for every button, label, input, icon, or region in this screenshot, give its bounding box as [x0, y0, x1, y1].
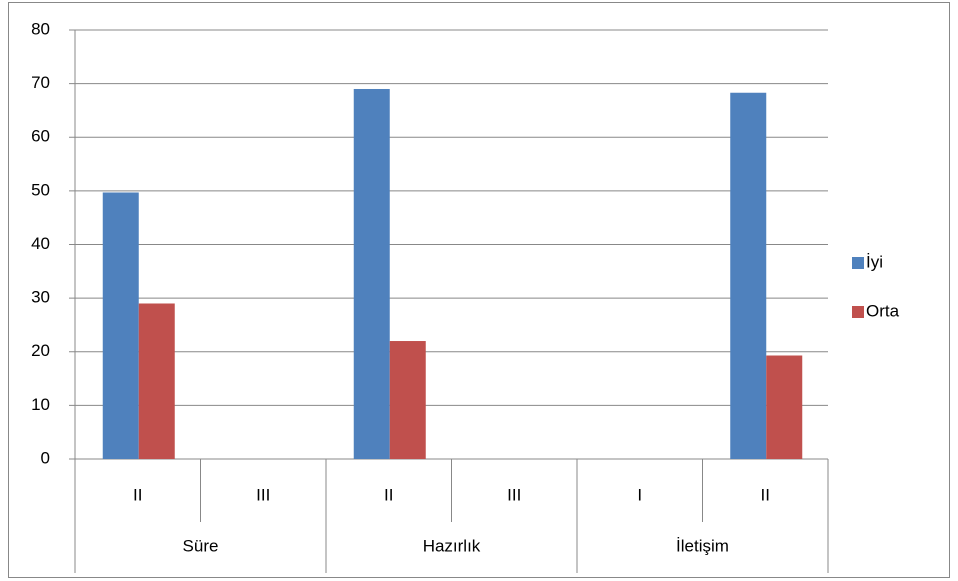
bar — [353, 88, 390, 460]
bar — [730, 92, 767, 460]
legend-label: Orta — [866, 301, 900, 320]
bar — [138, 303, 175, 459]
y-tick-label: 30 — [31, 288, 50, 307]
y-tick-label: 50 — [31, 180, 50, 199]
y-tick-label: 60 — [31, 127, 50, 146]
bar — [102, 192, 139, 459]
x-tick-label: III — [256, 485, 270, 504]
bar — [389, 341, 426, 459]
legend-swatch — [852, 257, 864, 269]
x-tick-label: III — [507, 485, 521, 504]
y-tick-label: 70 — [31, 73, 50, 92]
y-tick-label: 20 — [31, 341, 50, 360]
legend-label: İyi — [866, 252, 883, 271]
bar — [766, 355, 803, 459]
chart-frame — [8, 2, 950, 578]
y-tick-label: 40 — [31, 234, 50, 253]
y-tick-label: 10 — [31, 395, 50, 414]
x-tick-label: I — [637, 485, 642, 504]
group-label: Hazırlık — [423, 536, 481, 555]
x-tick-label: II — [133, 485, 142, 504]
x-tick-label: II — [384, 485, 393, 504]
group-label: Süre — [183, 536, 219, 555]
y-tick-label: 80 — [31, 19, 50, 38]
y-tick-label: 0 — [41, 448, 50, 467]
legend-swatch — [852, 306, 864, 318]
group-label: İletişim — [676, 536, 729, 555]
x-tick-label: II — [761, 485, 770, 504]
